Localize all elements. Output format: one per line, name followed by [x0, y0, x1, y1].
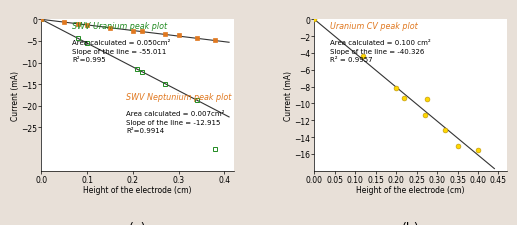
Y-axis label: Current (mA): Current (mA) [284, 71, 293, 121]
X-axis label: Height of the electrode (cm): Height of the electrode (cm) [83, 185, 192, 194]
Y-axis label: Current (mA): Current (mA) [11, 71, 20, 121]
Text: Area calculated = 0.050cm²
Slope of the line = -55.011
R²=0.995: Area calculated = 0.050cm² Slope of the … [72, 40, 171, 63]
Text: SWV Uranium peak plot: SWV Uranium peak plot [72, 22, 167, 31]
Text: SWV Neptunium peak plot: SWV Neptunium peak plot [126, 93, 231, 101]
Text: (b): (b) [402, 221, 419, 225]
Text: (a): (a) [129, 221, 146, 225]
Text: Uranium CV peak plot: Uranium CV peak plot [330, 22, 418, 31]
X-axis label: Height of the electrode (cm): Height of the electrode (cm) [356, 185, 465, 194]
Text: Area calculated = 0.007cm²
Slope of the line = -12.915
R²=0.9914: Area calculated = 0.007cm² Slope of the … [126, 111, 224, 134]
Text: Area calculated = 0.100 cm²
Slope of the line = -40.326
R² = 0.9957: Area calculated = 0.100 cm² Slope of the… [330, 40, 431, 63]
